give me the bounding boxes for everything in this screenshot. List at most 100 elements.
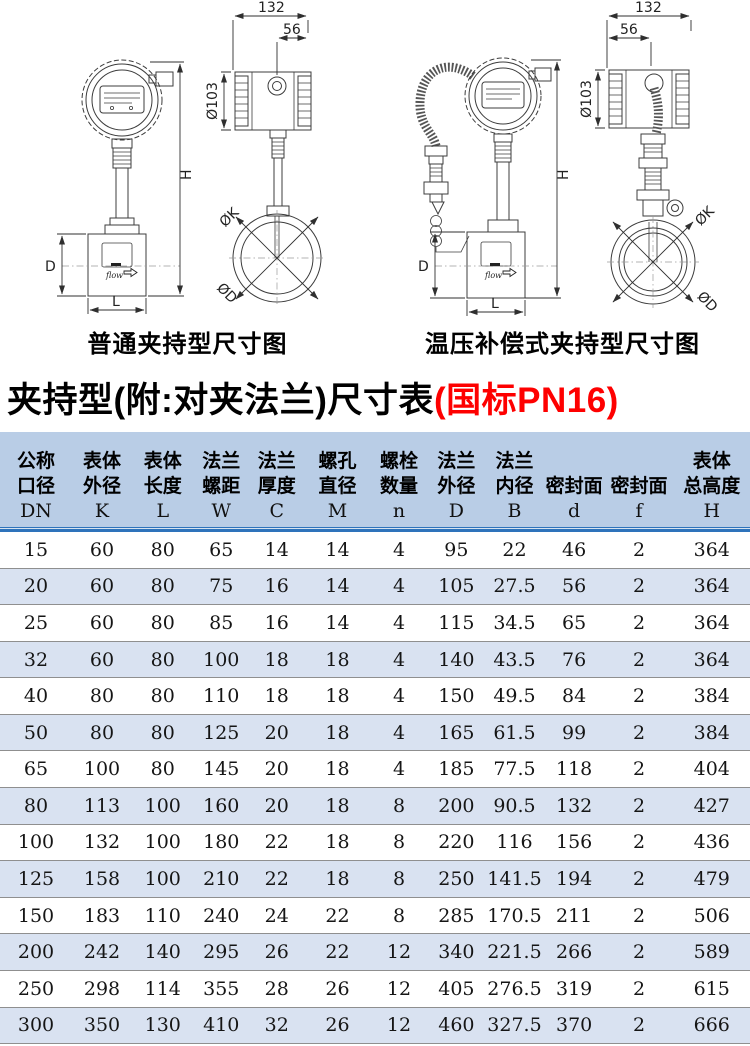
- table-cell: 130: [144, 1014, 181, 1037]
- table-cell: 350: [83, 1014, 121, 1037]
- fitting-stack: [636, 133, 684, 217]
- table-cell: 327.5: [487, 1014, 542, 1037]
- table-cell: 4: [392, 575, 406, 598]
- table-cell: 85: [209, 611, 234, 634]
- table-cell: 2: [632, 794, 646, 817]
- table-cell: 150: [17, 904, 55, 927]
- dim-132-label: 132: [258, 0, 285, 16]
- figures-row: flow D L H: [0, 0, 750, 360]
- table-cell: 8: [392, 794, 406, 817]
- table-cell: 16: [264, 611, 289, 634]
- table-cell: 364: [693, 648, 730, 671]
- dim-l-label: L: [491, 296, 499, 312]
- table-cell: 100: [83, 758, 121, 781]
- table-cell: 221.5: [487, 941, 542, 964]
- table-cell: 250: [438, 867, 475, 890]
- table-cell: 80: [150, 648, 175, 671]
- table-cell: 125: [203, 721, 240, 744]
- table-cell: 160: [203, 794, 240, 817]
- table-cell: 2: [632, 1014, 646, 1037]
- table-cell: 8: [392, 831, 406, 854]
- table-cell: 589: [693, 941, 730, 964]
- table-row: 25 60 80 85 16 14 4 115 34.5 65 2 364: [0, 605, 750, 642]
- table-cell: 405: [438, 977, 475, 1000]
- table-cell: 150: [438, 685, 475, 708]
- table-row: 80 113 100 160 20 18 8 200 90.5 132 2 427: [0, 788, 750, 825]
- flexible-conduit-side: [649, 86, 663, 136]
- column-header: 法兰 外径 D: [437, 451, 476, 522]
- dim-d-label: D: [418, 259, 429, 275]
- table-cell: 479: [693, 867, 730, 890]
- dim-d-label: D: [45, 259, 56, 275]
- table-cell: 410: [203, 1014, 240, 1037]
- table-cell: 99: [562, 721, 587, 744]
- table-cell: 20: [264, 794, 289, 817]
- table-cell: 50: [23, 721, 49, 744]
- table-cell: 116: [496, 831, 533, 854]
- header-rule-thick: [0, 529, 750, 532]
- table-cell: 90.5: [493, 794, 536, 817]
- table-row: 32 60 80 100 18 18 4 140 43.5 76 2 364: [0, 641, 750, 679]
- table-cell: 18: [325, 867, 350, 890]
- table-cell: 4: [392, 758, 406, 781]
- table-cell: 156: [555, 831, 593, 854]
- table-cell: 295: [203, 941, 240, 964]
- table-cell: 2: [632, 575, 646, 598]
- table-cell: 60: [89, 575, 115, 598]
- table-cell: 298: [83, 977, 121, 1000]
- table-cell: 355: [203, 977, 240, 1000]
- table-cell: 24: [264, 904, 289, 927]
- table-cell: 4: [392, 538, 406, 561]
- table-cell: 14: [325, 611, 350, 634]
- page-title-highlight: (国标PN16): [433, 381, 619, 420]
- table-cell: 14: [325, 538, 350, 561]
- table-cell: 25: [23, 611, 49, 634]
- page-title-main: 夹持型(附:对夹法兰)尺寸表: [7, 381, 434, 420]
- table-cell: 210: [203, 867, 240, 890]
- table-cell: 80: [89, 721, 115, 744]
- column-header: 密封面 d: [545, 476, 603, 522]
- table-cell: 2: [632, 977, 646, 1000]
- table-cell: 26: [264, 941, 289, 964]
- dim-flange-d-label: ØD: [694, 289, 721, 316]
- table-cell: 76: [562, 648, 587, 671]
- table-row: 65 100 80 145 20 18 4 185 77.5 118 2 404: [0, 751, 750, 789]
- table-cell: 384: [693, 721, 730, 744]
- table-cell: 34.5: [493, 611, 536, 634]
- table-cell: 20: [264, 758, 289, 781]
- table-cell: 194: [555, 867, 593, 890]
- table-header: 公称 口径 DN 表体 外径 K 表体 长度 L 法兰 螺距 W 法兰 厚度 C 螺孔 直径 M 螺栓 数量 n 法兰 外径…: [0, 432, 750, 527]
- column-header: 表体 长度 L: [143, 451, 182, 522]
- dim-56-label: 56: [283, 22, 301, 38]
- table-cell: 14: [325, 575, 350, 598]
- pressure-tap-assembly: [423, 145, 470, 253]
- table-cell: 80: [150, 721, 175, 744]
- table-row: 15 60 80 65 14 14 4 95 22 46 2 364: [0, 532, 750, 569]
- dim-56-label: 56: [620, 22, 638, 38]
- table-cell: 14: [264, 538, 289, 561]
- column-header: 表体 总高度 H: [683, 451, 741, 522]
- table-cell: 60: [89, 611, 115, 634]
- table-cell: 266: [555, 941, 593, 964]
- table-cell: 2: [632, 941, 646, 964]
- table-cell: 2: [632, 538, 646, 561]
- figure-temp-pressure-clamp: flow D L H: [375, 0, 750, 360]
- table-cell: 18: [325, 648, 350, 671]
- table-cell: 100: [144, 831, 181, 854]
- table-cell: 4: [392, 611, 406, 634]
- table-row: 150 183 110 240 24 22 8 285 170.5 211 2 506: [0, 897, 750, 935]
- table-cell: 158: [83, 867, 121, 890]
- table-cell: 2: [632, 611, 646, 634]
- table-cell: 95: [444, 538, 469, 561]
- flow-label: flow: [105, 271, 123, 280]
- table-cell: 8: [392, 904, 406, 927]
- table-cell: 80: [23, 794, 49, 817]
- header-rule-thin: [0, 527, 750, 528]
- column-header: 公称 口径 DN: [16, 451, 55, 522]
- table-cell: 60: [89, 538, 115, 561]
- table-cell: 26: [325, 977, 350, 1000]
- table-cell: 65: [209, 538, 234, 561]
- column-header: 法兰 螺距 W: [202, 451, 241, 522]
- table-cell: 300: [17, 1014, 55, 1037]
- column-header: 表体 外径 K: [82, 451, 121, 522]
